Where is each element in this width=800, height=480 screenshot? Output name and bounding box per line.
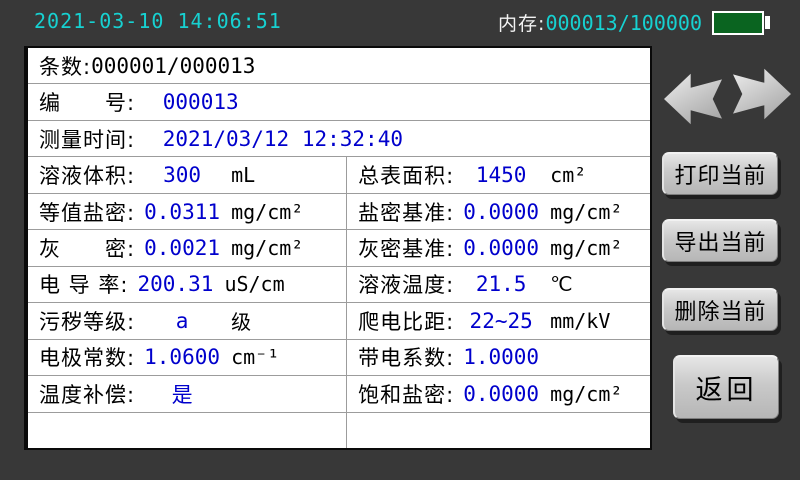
field-value: 300 <box>163 163 202 188</box>
field-value: 0.0000 <box>463 235 540 260</box>
field-label: 爬电比距: <box>358 309 455 334</box>
field-unit: mL <box>231 163 256 188</box>
field-value: 2021/03/12 12:32:40 <box>162 126 403 151</box>
field-value: 0.0000 <box>463 199 540 224</box>
field-live-coefficient: 带电系数: 1.0000 <box>347 340 650 375</box>
field-label: 等值盐密: <box>39 200 136 225</box>
field-ash-density: 灰 密: 0.0021 mg/cm² <box>28 230 348 266</box>
field-value: 1.0600 <box>144 345 220 370</box>
next-record-arrow-icon[interactable] <box>733 68 791 120</box>
field-value: 200.31 <box>137 272 214 297</box>
field-temperature-compensation: 温度补偿: 是 <box>28 376 348 412</box>
battery-nub <box>765 15 770 29</box>
field-label: 灰密基准: <box>358 236 455 261</box>
field-total-surface-area: 总表面积: 1450 cm² <box>347 157 650 192</box>
field-value: 22~25 <box>469 308 533 333</box>
field-solution-volume: 溶液体积: 300 mL <box>28 157 348 193</box>
field-record-number: 编 号: 000013 <box>28 83 650 119</box>
field-label: 条数: <box>39 54 92 79</box>
table-row: 溶液体积: 300 mL 总表面积: 1450 cm² <box>28 156 650 193</box>
record-table: 条数: 000001/000013 编 号: 000013 测量时间: 2021/… <box>24 46 652 450</box>
field-cell: 测量时间: 2021/03/12 12:32:40 <box>28 121 650 156</box>
field-label: 溶液温度: <box>358 273 455 298</box>
table-row: 等值盐密: 0.0311 mg/cm² 盐密基准: 0.0000 mg/cm² <box>28 192 650 230</box>
field-value: 是 <box>171 382 193 407</box>
field-label: 电极常数: <box>39 346 136 371</box>
field-value: 0.0000 <box>463 381 540 406</box>
export-current-button[interactable]: 导出当前 <box>662 219 778 262</box>
field-value: 1450 <box>475 163 527 188</box>
print-current-button[interactable]: 打印当前 <box>662 152 778 195</box>
table-row: 电 导 率: 200.31 uS/cm 溶液温度: 21.5 ℃ <box>28 265 650 303</box>
field-label: 测量时间: <box>39 127 143 152</box>
field-unit: 级 <box>231 310 252 335</box>
table-row: 污秽等级: a 级 爬电比距: 22~25 mm/kV <box>28 302 650 339</box>
field-value: a <box>175 308 189 333</box>
field-unit: mm/kV <box>550 308 611 333</box>
field-value: 0.0311 <box>144 199 220 224</box>
field-label: 饱和盐密: <box>358 382 455 407</box>
field-unit: mg/cm² <box>550 381 623 406</box>
back-button[interactable]: 返回 <box>673 355 779 419</box>
field-equivalent-salt-density: 等值盐密: 0.0311 mg/cm² <box>28 193 348 230</box>
table-row: 电极常数: 1.0600 cm⁻¹ 带电系数: 1.0000 <box>28 338 650 376</box>
field-value: 0.0021 <box>144 235 220 260</box>
table-row: 温度补偿: 是 饱和盐密: 0.0000 mg/cm² <box>28 375 650 412</box>
memory-value: 000013/100000 <box>545 10 702 35</box>
field-unit: cm² <box>550 163 587 188</box>
table-row-empty <box>28 411 650 448</box>
field-label: 污秽等级: <box>39 309 136 334</box>
field-value: 000001/000013 <box>91 53 256 78</box>
field-label: 编 号: <box>39 91 143 116</box>
empty-cell <box>347 413 650 448</box>
field-creepage-ratio: 爬电比距: 22~25 mm/kV <box>347 303 650 338</box>
field-unit: cm⁻¹ <box>231 345 280 370</box>
battery-icon <box>712 10 770 35</box>
field-electrode-constant: 电极常数: 1.0600 cm⁻¹ <box>28 339 348 376</box>
table-row: 灰 密: 0.0021 mg/cm² 灰密基准: 0.0000 mg/cm² <box>28 229 650 266</box>
field-label: 带电系数: <box>358 346 455 371</box>
empty-cell <box>28 412 348 448</box>
field-label: 灰 密: <box>39 236 136 261</box>
field-label: 总表面积: <box>358 164 455 189</box>
field-pollution-grade: 污秽等级: a 级 <box>28 303 348 339</box>
previous-record-arrow-icon[interactable] <box>664 73 722 125</box>
field-label: 温度补偿: <box>39 382 136 407</box>
field-salt-density-baseline: 盐密基准: 0.0000 mg/cm² <box>347 194 650 229</box>
field-value: 21.5 <box>475 272 527 297</box>
field-ash-density-baseline: 灰密基准: 0.0000 mg/cm² <box>347 230 650 265</box>
field-record-count: 条数: 000001/000013 <box>28 48 650 83</box>
field-cell: 编 号: 000013 <box>28 84 650 119</box>
delete-current-button[interactable]: 删除当前 <box>662 288 778 331</box>
field-unit: mg/cm² <box>550 199 623 224</box>
field-label: 盐密基准: <box>358 200 455 225</box>
field-unit: mg/cm² <box>231 235 304 260</box>
field-conductivity: 电 导 率: 200.31 uS/cm <box>28 266 348 303</box>
field-solution-temperature: 溶液温度: 21.5 ℃ <box>347 267 650 302</box>
status-bar: 2021-03-10 14:06:51 内存: 000013/100000 <box>0 0 800 44</box>
system-datetime: 2021-03-10 14:06:51 <box>34 9 282 33</box>
field-label: 溶液体积: <box>39 164 136 189</box>
field-label: 电 导 率: <box>39 273 129 298</box>
field-unit: uS/cm <box>224 272 285 297</box>
field-unit: mg/cm² <box>550 235 623 260</box>
field-unit: mg/cm² <box>231 199 304 224</box>
memory-label: 内存: <box>498 13 546 35</box>
field-value: 000013 <box>162 90 239 115</box>
field-unit: ℃ <box>550 272 573 297</box>
field-saturated-salt-density: 饱和盐密: 0.0000 mg/cm² <box>347 376 650 411</box>
field-cell: 条数: 000001/000013 <box>28 48 650 83</box>
field-measure-time: 测量时间: 2021/03/12 12:32:40 <box>28 119 650 156</box>
memory-indicator: 内存: 000013/100000 <box>498 9 772 36</box>
field-value: 1.0000 <box>463 345 540 370</box>
